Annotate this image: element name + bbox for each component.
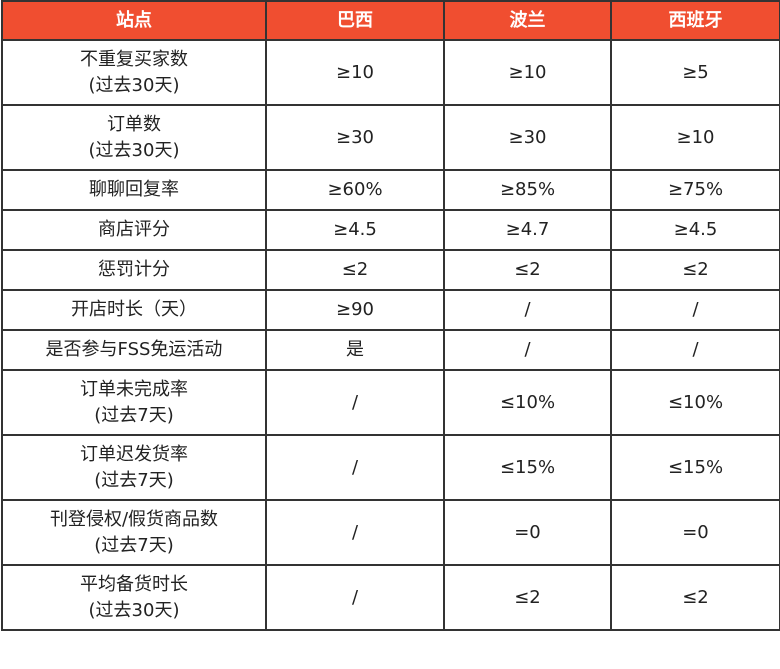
metric-name: 订单迟发货率 (80, 443, 188, 465)
header-brazil: 巴西 (265, 0, 445, 41)
value-poland: ≥85% (443, 169, 612, 211)
metric-name: 商店评分 (98, 219, 170, 240)
metric-name: 开店时长（天） (71, 299, 197, 320)
value-brazil: / (265, 434, 445, 501)
table-row: 订单数 (过去30天) ≥30 ≥30 ≥10 (1, 104, 780, 171)
value-brazil: / (265, 499, 445, 566)
value-spain: ≥5 (610, 39, 780, 106)
value-poland: ≤10% (443, 369, 612, 436)
header-site: 站点 (1, 0, 267, 41)
metric-name: 订单数 (107, 113, 161, 135)
table-row: 聊聊回复率 ≥60% ≥85% ≥75% (1, 169, 780, 211)
table-row: 订单迟发货率 (过去7天) / ≤15% ≤15% (1, 434, 780, 501)
metric-name: 惩罚计分 (98, 259, 170, 280)
row-label: 平均备货时长 (过去30天) (1, 564, 267, 631)
value-spain: / (610, 289, 780, 331)
value-poland: ≥10 (443, 39, 612, 106)
metric-period: (过去30天) (88, 139, 180, 161)
table-row: 订单未完成率 (过去7天) / ≤10% ≤10% (1, 369, 780, 436)
table-row: 是否参与FSS免运活动是 / / (1, 329, 780, 371)
value-spain: ≥10 (610, 104, 780, 171)
requirements-table: 站点 巴西 波兰 西班牙 不重复买家数 (过去30天) ≥10 ≥10 ≥5 订单数 (过去… (1, 0, 780, 631)
header-row: 站点 巴西 波兰 西班牙 (1, 0, 780, 41)
row-label: 订单未完成率 (过去7天) (1, 369, 267, 436)
value-poland: ≥30 (443, 104, 612, 171)
metric-period: (过去30天) (88, 599, 180, 621)
value-spain: ≤10% (610, 369, 780, 436)
value-brazil: ≤2 (265, 249, 445, 291)
metric-name: 是否参与FSS免运活动 (45, 339, 223, 360)
metric-name: 订单未完成率 (80, 378, 188, 400)
row-label: 不重复买家数 (过去30天) (1, 39, 267, 106)
value-poland: / (443, 289, 612, 331)
table-row: 不重复买家数 (过去30天) ≥10 ≥10 ≥5 (1, 39, 780, 106)
table-row: 刊登侵权/假货商品数 (过去7天) / =0 =0 (1, 499, 780, 566)
metric-period: (过去7天) (94, 404, 174, 426)
header-poland: 波兰 (443, 0, 612, 41)
value-brazil: ≥10 (265, 39, 445, 106)
value-spain: ≤2 (610, 249, 780, 291)
value-poland: ≤2 (443, 249, 612, 291)
value-spain: =0 (610, 499, 780, 566)
metric-name: 刊登侵权/假货商品数 (49, 508, 219, 530)
row-label: 订单数 (过去30天) (1, 104, 267, 171)
metric-period: (过去7天) (94, 534, 174, 556)
value-brazil: 是 (265, 329, 445, 371)
row-label: 是否参与FSS免运活动 (1, 329, 267, 371)
value-poland: ≥4.7 (443, 209, 612, 251)
metric-name: 不重复买家数 (80, 48, 188, 70)
row-label: 聊聊回复率 (1, 169, 267, 211)
value-brazil: ≥60% (265, 169, 445, 211)
table-row: 商店评分 ≥4.5 ≥4.7 ≥4.5 (1, 209, 780, 251)
value-brazil: ≥30 (265, 104, 445, 171)
value-spain: ≥4.5 (610, 209, 780, 251)
value-brazil: / (265, 564, 445, 631)
metric-name: 聊聊回复率 (89, 179, 179, 200)
value-spain: / (610, 329, 780, 371)
header-spain: 西班牙 (610, 0, 780, 41)
metric-name: 平均备货时长 (80, 573, 188, 595)
value-brazil: ≥4.5 (265, 209, 445, 251)
row-label: 订单迟发货率 (过去7天) (1, 434, 267, 501)
row-label: 刊登侵权/假货商品数 (过去7天) (1, 499, 267, 566)
table-row: 平均备货时长 (过去30天) / ≤2 ≤2 (1, 564, 780, 631)
metric-period: (过去7天) (94, 469, 174, 491)
value-spain: ≤15% (610, 434, 780, 501)
value-poland: ≤15% (443, 434, 612, 501)
row-label: 惩罚计分 (1, 249, 267, 291)
value-brazil: / (265, 369, 445, 436)
value-brazil: ≥90 (265, 289, 445, 331)
metric-period: (过去30天) (88, 74, 180, 96)
table-row: 惩罚计分 ≤2 ≤2 ≤2 (1, 249, 780, 291)
value-spain: ≤2 (610, 564, 780, 631)
row-label: 商店评分 (1, 209, 267, 251)
table-row: 开店时长（天） ≥90// (1, 289, 780, 331)
value-poland: =0 (443, 499, 612, 566)
value-spain: ≥75% (610, 169, 780, 211)
value-poland: ≤2 (443, 564, 612, 631)
row-label: 开店时长（天） (1, 289, 267, 331)
value-poland: / (443, 329, 612, 371)
